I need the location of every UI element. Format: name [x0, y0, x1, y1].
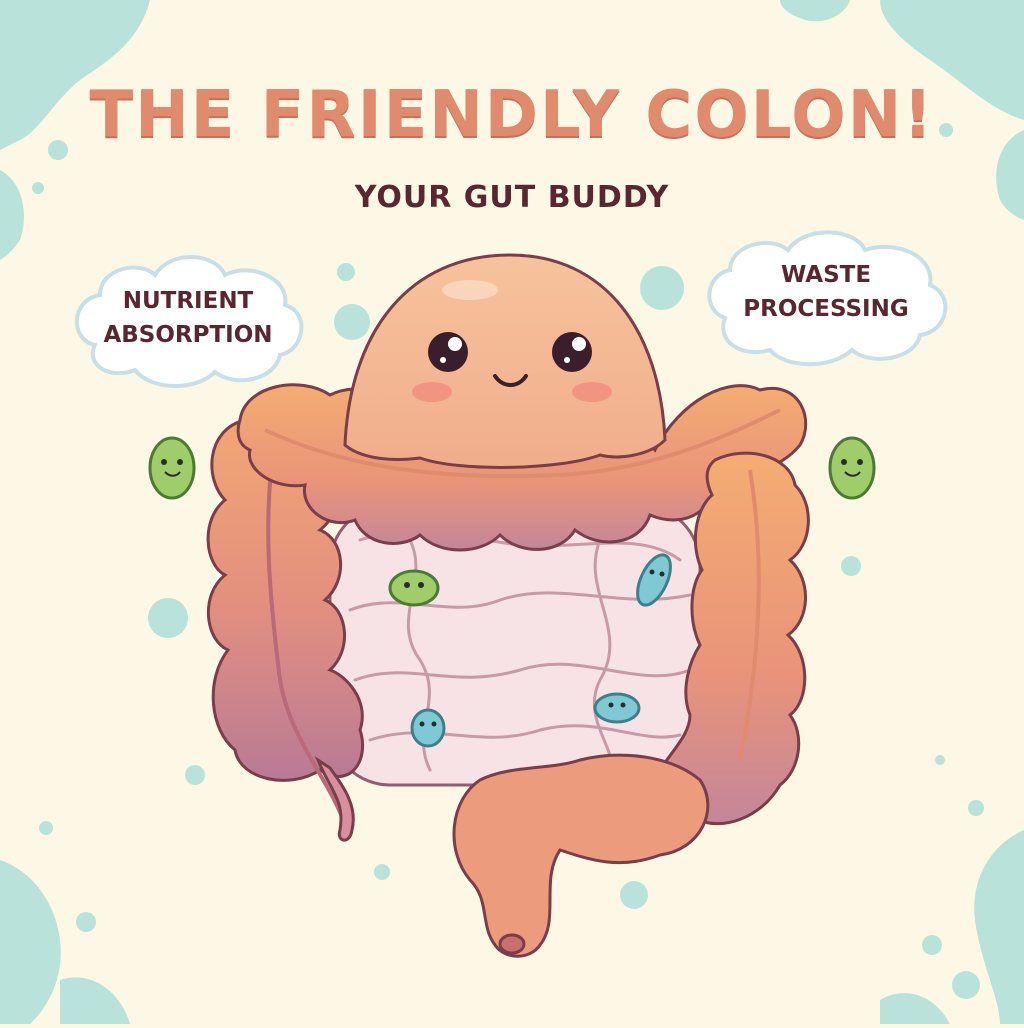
nutrient-absorption-cloud: [74, 255, 304, 388]
green-microbe: [828, 436, 876, 500]
left-eye-icon: [428, 332, 468, 372]
callout-line: WASTE: [780, 262, 872, 288]
right-eye-icon: [552, 332, 592, 372]
teal-microbe: [636, 553, 672, 607]
green-microbe: [388, 569, 440, 607]
teal-microbe: [593, 692, 641, 724]
descending-colon: [648, 451, 810, 826]
callout-line: PROCESSING: [743, 296, 909, 322]
teal-microbe: [410, 708, 446, 748]
waste-processing-cloud: [707, 230, 948, 367]
page-title: THE FRIENDLY COLON!: [89, 78, 935, 152]
small-intestine: [328, 503, 702, 787]
green-microbe: [148, 436, 196, 500]
nutrient-absorption-label: NUTRIENT ABSORPTION: [88, 284, 288, 352]
callout-line: NUTRIENT: [122, 288, 254, 314]
colon-face: [343, 253, 667, 469]
callout-line: ABSORPTION: [103, 322, 273, 348]
page-subtitle: YOUR GUT BUDDY: [354, 180, 670, 215]
sigmoid-colon: [452, 753, 710, 958]
waste-processing-label: WASTE PROCESSING: [716, 258, 936, 326]
smile-icon: [493, 374, 528, 387]
